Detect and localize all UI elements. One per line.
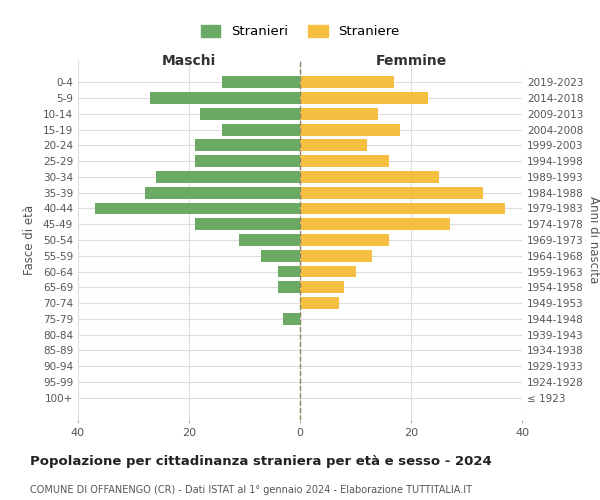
Bar [300, 218, 450, 230]
Bar [300, 297, 339, 309]
Bar [278, 282, 300, 293]
Text: Popolazione per cittadinanza straniera per età e sesso - 2024: Popolazione per cittadinanza straniera p… [30, 455, 492, 468]
Bar [222, 124, 300, 136]
Bar [95, 202, 300, 214]
Bar [239, 234, 300, 246]
Bar [194, 218, 300, 230]
Bar [300, 140, 367, 151]
Bar [300, 171, 439, 183]
Bar [300, 76, 394, 88]
Legend: Stranieri, Straniere: Stranieri, Straniere [196, 20, 404, 44]
Bar [145, 187, 300, 198]
Bar [150, 92, 300, 104]
Bar [300, 124, 400, 136]
Text: COMUNE DI OFFANENGO (CR) - Dati ISTAT al 1° gennaio 2024 - Elaborazione TUTTITAL: COMUNE DI OFFANENGO (CR) - Dati ISTAT al… [30, 485, 472, 495]
Text: Maschi: Maschi [162, 54, 216, 68]
Y-axis label: Fasce di età: Fasce di età [23, 205, 36, 275]
Bar [300, 155, 389, 167]
Bar [300, 108, 378, 120]
Bar [300, 250, 372, 262]
Bar [261, 250, 300, 262]
Bar [300, 202, 505, 214]
Bar [222, 76, 300, 88]
Bar [194, 155, 300, 167]
Bar [200, 108, 300, 120]
Bar [300, 234, 389, 246]
Bar [278, 266, 300, 278]
Bar [300, 187, 483, 198]
Bar [300, 266, 355, 278]
Text: Femmine: Femmine [376, 54, 446, 68]
Bar [194, 140, 300, 151]
Y-axis label: Anni di nascita: Anni di nascita [587, 196, 600, 284]
Bar [300, 92, 428, 104]
Bar [283, 313, 300, 325]
Bar [156, 171, 300, 183]
Bar [300, 282, 344, 293]
